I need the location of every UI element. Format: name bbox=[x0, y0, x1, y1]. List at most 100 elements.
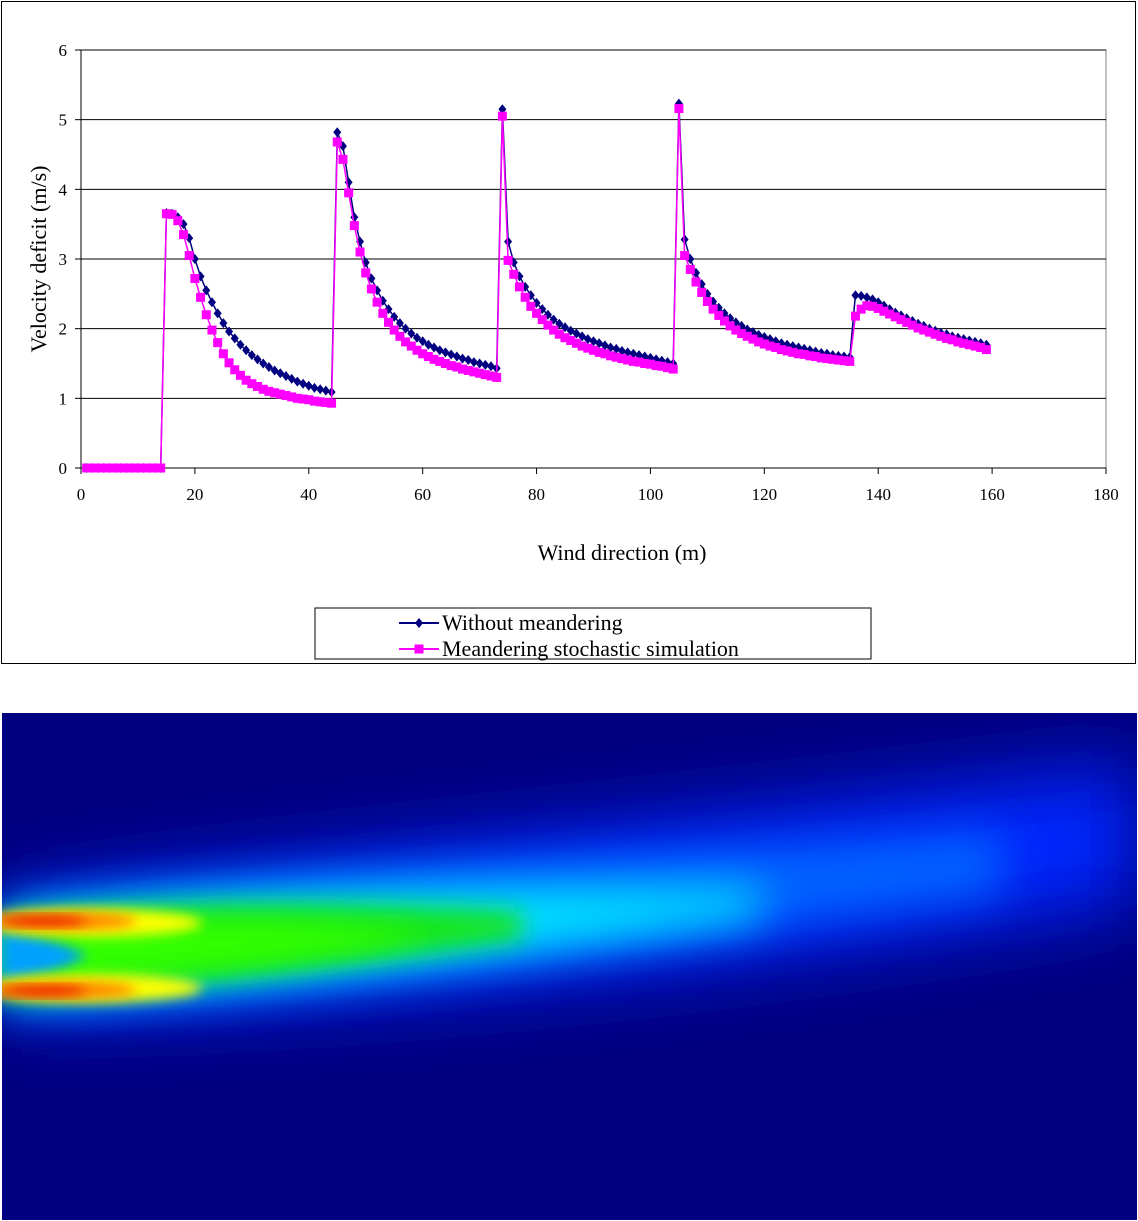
data-point bbox=[822, 354, 832, 364]
data-point bbox=[970, 341, 980, 351]
y-tick-labels: 0 1 2 3 4 5 6 bbox=[59, 41, 68, 478]
data-point bbox=[224, 358, 234, 368]
data-point bbox=[850, 311, 860, 321]
data-point bbox=[828, 354, 838, 364]
data-point bbox=[167, 209, 177, 219]
data-point bbox=[242, 345, 251, 356]
data-point bbox=[560, 333, 570, 343]
data-point bbox=[429, 354, 439, 364]
data-point bbox=[742, 331, 752, 341]
data-point bbox=[537, 315, 547, 325]
data-point bbox=[902, 317, 912, 327]
data-point bbox=[794, 349, 803, 359]
data-point bbox=[332, 137, 342, 147]
data-point bbox=[981, 345, 991, 355]
data-point bbox=[116, 463, 126, 473]
data-point bbox=[924, 327, 934, 337]
data-point bbox=[520, 292, 530, 302]
data-point bbox=[600, 349, 610, 359]
data-point bbox=[930, 329, 940, 339]
data-point bbox=[110, 463, 120, 473]
data-point bbox=[406, 341, 416, 351]
x-tick-label: 160 bbox=[979, 485, 1005, 504]
data-point bbox=[412, 332, 421, 343]
data-point bbox=[845, 356, 855, 366]
data-point bbox=[401, 337, 411, 347]
data-point bbox=[554, 329, 564, 339]
data-point bbox=[532, 308, 542, 318]
heatmap-svg bbox=[2, 713, 1137, 1220]
wake-core-green bbox=[62, 921, 432, 978]
data-point bbox=[321, 398, 331, 408]
data-point bbox=[953, 337, 963, 347]
y-tick-label: 4 bbox=[59, 180, 68, 199]
data-point bbox=[292, 393, 302, 403]
data-point bbox=[270, 388, 280, 398]
data-point bbox=[236, 339, 245, 350]
x-tick-label: 120 bbox=[752, 485, 778, 504]
data-point bbox=[799, 349, 809, 359]
x-tick-label: 140 bbox=[865, 485, 891, 504]
data-point bbox=[577, 341, 587, 351]
data-point bbox=[697, 287, 707, 297]
data-point bbox=[82, 463, 92, 473]
data-point bbox=[782, 346, 792, 356]
data-point bbox=[333, 127, 342, 138]
data-point bbox=[179, 230, 188, 240]
data-point bbox=[213, 308, 222, 319]
data-point bbox=[207, 297, 216, 308]
data-point bbox=[389, 325, 399, 335]
data-point bbox=[549, 325, 559, 335]
data-point bbox=[423, 352, 433, 362]
data-point bbox=[293, 376, 302, 387]
data-point bbox=[219, 318, 228, 329]
data-point bbox=[623, 355, 633, 365]
chart-frame: 0 20 40 60 80 100 120 140 160 180 0 1 2 3 4 5 6 Wind di… bbox=[1, 1, 1136, 664]
data-point bbox=[440, 359, 450, 368]
data-point bbox=[344, 188, 354, 198]
data-point bbox=[184, 251, 194, 261]
data-point bbox=[253, 354, 262, 365]
axes bbox=[75, 49, 1107, 474]
series-layer bbox=[82, 98, 991, 473]
data-point bbox=[566, 336, 576, 346]
data-point bbox=[447, 349, 456, 360]
data-point bbox=[737, 329, 747, 339]
data-point bbox=[691, 277, 701, 287]
legend-box bbox=[314, 607, 872, 660]
y-tick-label: 1 bbox=[59, 389, 68, 408]
data-point bbox=[856, 304, 866, 314]
data-point bbox=[104, 463, 114, 473]
data-point bbox=[407, 328, 416, 339]
data-point bbox=[714, 310, 724, 320]
x-tick-label: 20 bbox=[186, 485, 203, 504]
data-point bbox=[947, 335, 957, 345]
data-point bbox=[287, 392, 297, 402]
data-point bbox=[594, 347, 604, 357]
data-point bbox=[492, 372, 502, 382]
data-point bbox=[458, 364, 468, 374]
data-point bbox=[885, 309, 895, 319]
data-point bbox=[196, 292, 206, 302]
data-point bbox=[942, 333, 952, 343]
data-point bbox=[526, 301, 536, 311]
data-point bbox=[759, 339, 769, 349]
data-point bbox=[487, 361, 495, 372]
data-point bbox=[719, 316, 729, 326]
data-point bbox=[811, 352, 821, 362]
data-point bbox=[395, 331, 405, 341]
data-point bbox=[873, 303, 883, 313]
data-point bbox=[310, 382, 319, 393]
x-axis-title: Wind direction (m) bbox=[538, 540, 707, 565]
x-tick-label: 100 bbox=[638, 485, 664, 504]
data-point bbox=[213, 338, 223, 348]
data-point bbox=[583, 343, 593, 353]
wake-notch bbox=[2, 931, 87, 981]
data-point bbox=[384, 317, 393, 327]
data-point bbox=[452, 351, 461, 362]
data-point bbox=[361, 268, 371, 278]
data-point bbox=[668, 364, 678, 374]
data-point bbox=[235, 370, 245, 380]
data-point bbox=[144, 463, 154, 473]
